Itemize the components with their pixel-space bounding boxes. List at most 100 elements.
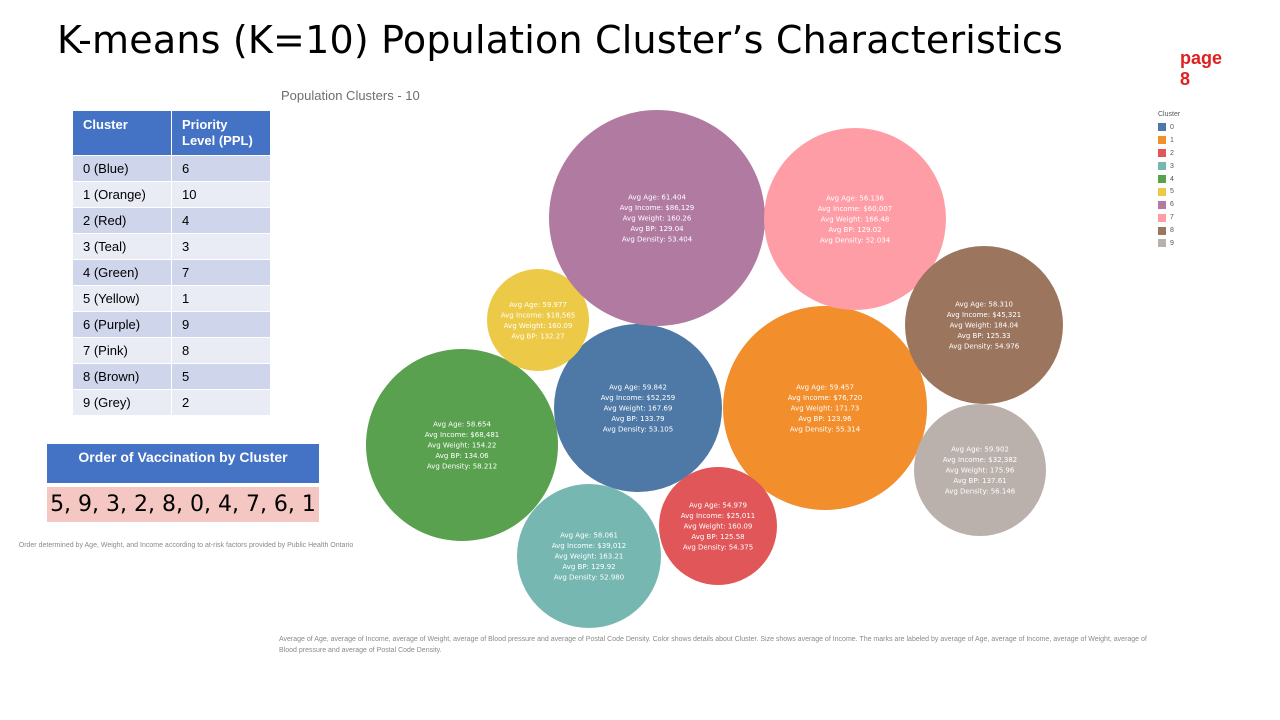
bubble-label: Avg Density: 52.980 — [554, 574, 624, 582]
legend-item: 3 — [1158, 160, 1180, 173]
bubble-circle — [366, 349, 558, 541]
legend-label: 7 — [1170, 214, 1174, 222]
bubble-label: Avg Income: $39,012 — [552, 542, 626, 550]
bubble-circle — [487, 269, 589, 371]
priority-table-body: 0 (Blue) 6 1 (Orange) 10 2 (Red) 4 3 (Teal) 3 4 … — [72, 155, 271, 416]
cluster-cell: 1 (Orange) — [72, 181, 172, 208]
priority-cell: 1 — [171, 285, 271, 312]
legend-swatch — [1158, 187, 1166, 196]
header-cluster: Cluster — [72, 110, 172, 156]
cluster-cell: 2 (Red) — [72, 207, 172, 234]
priority-cell: 8 — [171, 337, 271, 364]
bubble-label: Avg Age: 59.902 — [951, 446, 1009, 454]
bubble-circle — [517, 484, 661, 628]
bubble-label: Avg Income: $60,007 — [818, 205, 892, 213]
priority-cell: 2 — [171, 389, 271, 416]
table-row: 3 (Teal) 3 — [72, 233, 271, 260]
legend-swatch — [1158, 226, 1166, 235]
bubble-label: Avg Age: 59.457 — [796, 384, 854, 392]
cluster-cell: 5 (Yellow) — [72, 285, 172, 312]
bubble-label: Avg Density: 54.375 — [683, 544, 753, 552]
legend-item: 9 — [1158, 237, 1180, 250]
bubble-label: Avg Income: $45,321 — [947, 311, 1021, 319]
bubble-label: Avg Income: $76,720 — [788, 394, 862, 402]
bubble-label: Avg Density: 52.034 — [820, 237, 891, 245]
legend-label: 9 — [1170, 239, 1174, 247]
bubble-label: Avg Weight: 154.22 — [428, 442, 497, 450]
cluster-cell: 9 (Grey) — [72, 389, 172, 416]
bubble-label: Avg Age: 59.977 — [509, 301, 567, 309]
bubble-circle — [905, 246, 1063, 404]
legend-label: 8 — [1170, 227, 1174, 235]
bubble-label: Avg Income: $68,481 — [425, 431, 499, 439]
cluster-bubble-2: Avg Age: 54.979 Avg Income: $25,011 Avg We… — [659, 467, 777, 585]
table-row: 9 (Grey) 2 — [72, 389, 271, 416]
bubble-label: Avg BP: 129.02 — [828, 226, 881, 234]
cluster-bubble-0: Avg Age: 59.842 Avg Income: $52,259 Avg We… — [554, 324, 722, 492]
table-row: 8 (Brown) 5 — [72, 363, 271, 390]
legend-swatch — [1158, 239, 1166, 248]
bubble-label: Avg Income: $18,565 — [501, 311, 575, 319]
legend-label: 0 — [1170, 123, 1174, 131]
bubble-label: Avg BP: 123.96 — [798, 415, 852, 423]
cluster-legend: Cluster 0 1 2 3 4 5 6 7 8 9 — [1158, 111, 1180, 250]
bubble-label: Avg BP: 129.04 — [630, 225, 684, 233]
bubble-circle — [659, 467, 777, 585]
bubble-circle — [554, 324, 722, 492]
bubble-label: Avg BP: 134.06 — [435, 452, 489, 460]
table-row: 0 (Blue) 6 — [72, 155, 271, 182]
cluster-bubble-6: Avg Age: 61.404 Avg Income: $86,129 Avg We… — [549, 110, 765, 326]
bubble-label: Avg BP: 125.58 — [691, 533, 744, 541]
table-row: 7 (Pink) 8 — [72, 337, 271, 364]
bubble-label: Avg Weight: 160.09 — [684, 523, 753, 531]
legend-label: 5 — [1170, 188, 1174, 196]
legend-swatch — [1158, 149, 1166, 158]
legend-item: 8 — [1158, 224, 1180, 237]
legend-label: 2 — [1170, 149, 1174, 157]
cluster-bubble-4: Avg Age: 58.654 Avg Income: $68,481 Avg We… — [366, 349, 558, 541]
legend-item: 1 — [1158, 134, 1180, 147]
bubble-label: Avg Weight: 167.69 — [604, 405, 673, 413]
cluster-bubble-1: Avg Age: 59.457 Avg Income: $76,720 Avg We… — [723, 306, 927, 510]
bubble-label: Avg Density: 55.314 — [790, 426, 861, 434]
chart-title: Population Clusters - 10 — [281, 88, 420, 103]
bubble-label: Avg Age: 58.310 — [955, 301, 1013, 309]
bubble-label: Avg BP: 125.33 — [957, 332, 1010, 340]
bubble-circle — [914, 404, 1046, 536]
bubble-label: Avg Weight: 184.04 — [950, 322, 1019, 330]
bubble-label: Avg Age: 54.979 — [689, 502, 747, 510]
legend-title: Cluster — [1158, 111, 1181, 118]
legend-item: 6 — [1158, 198, 1180, 211]
legend-item: 0 — [1158, 121, 1180, 134]
priority-cell: 10 — [171, 181, 271, 208]
legend-swatch — [1158, 175, 1166, 183]
slide-title: K-means (K=10) Population Cluster’s Char… — [57, 18, 1063, 62]
priority-cell: 5 — [171, 363, 271, 390]
legend-label: 4 — [1170, 175, 1174, 183]
table-row: 6 (Purple) 9 — [72, 311, 271, 338]
legend-label: 1 — [1170, 136, 1174, 144]
table-row: 2 (Red) 4 — [72, 207, 271, 234]
bubble-label: Avg Weight: 171.73 — [791, 405, 860, 413]
page-label-text: page 8 — [1180, 48, 1223, 89]
priority-cell: 6 — [171, 155, 271, 182]
cluster-cell: 4 (Green) — [72, 259, 172, 286]
bubble-label: Avg Weight: 175.96 — [946, 467, 1015, 475]
bubble-label: Avg Age: 58.061 — [560, 532, 618, 540]
priority-cell: 4 — [171, 207, 271, 234]
table-row: 1 (Orange) 10 — [72, 181, 271, 208]
bubble-label: Avg BP: 129.92 — [562, 563, 615, 571]
vaccination-order-heading: Order of Vaccination by Cluster — [47, 444, 319, 483]
legend-swatch — [1158, 136, 1166, 145]
cluster-bubble-9: Avg Age: 59.902 Avg Income: $32,382 Avg We… — [914, 404, 1046, 536]
table-row: 4 (Green) 7 — [72, 259, 271, 286]
legend-label: 6 — [1170, 201, 1174, 209]
bubble-label: Avg Age: 61.404 — [628, 194, 686, 202]
bubble-label: Avg Weight: 163.21 — [555, 553, 624, 561]
bubble-circle — [764, 128, 946, 310]
bubble-label: Avg Age: 58.654 — [433, 421, 491, 429]
bubble-label: Avg Weight: 166.48 — [821, 216, 890, 224]
bubble-label: Avg Income: $32,382 — [943, 456, 1017, 464]
cluster-bubble-7: Avg Age: 56.136 Avg Income: $60,007 Avg We… — [764, 128, 946, 310]
bubble-label: Avg Income: $25,011 — [681, 512, 755, 520]
